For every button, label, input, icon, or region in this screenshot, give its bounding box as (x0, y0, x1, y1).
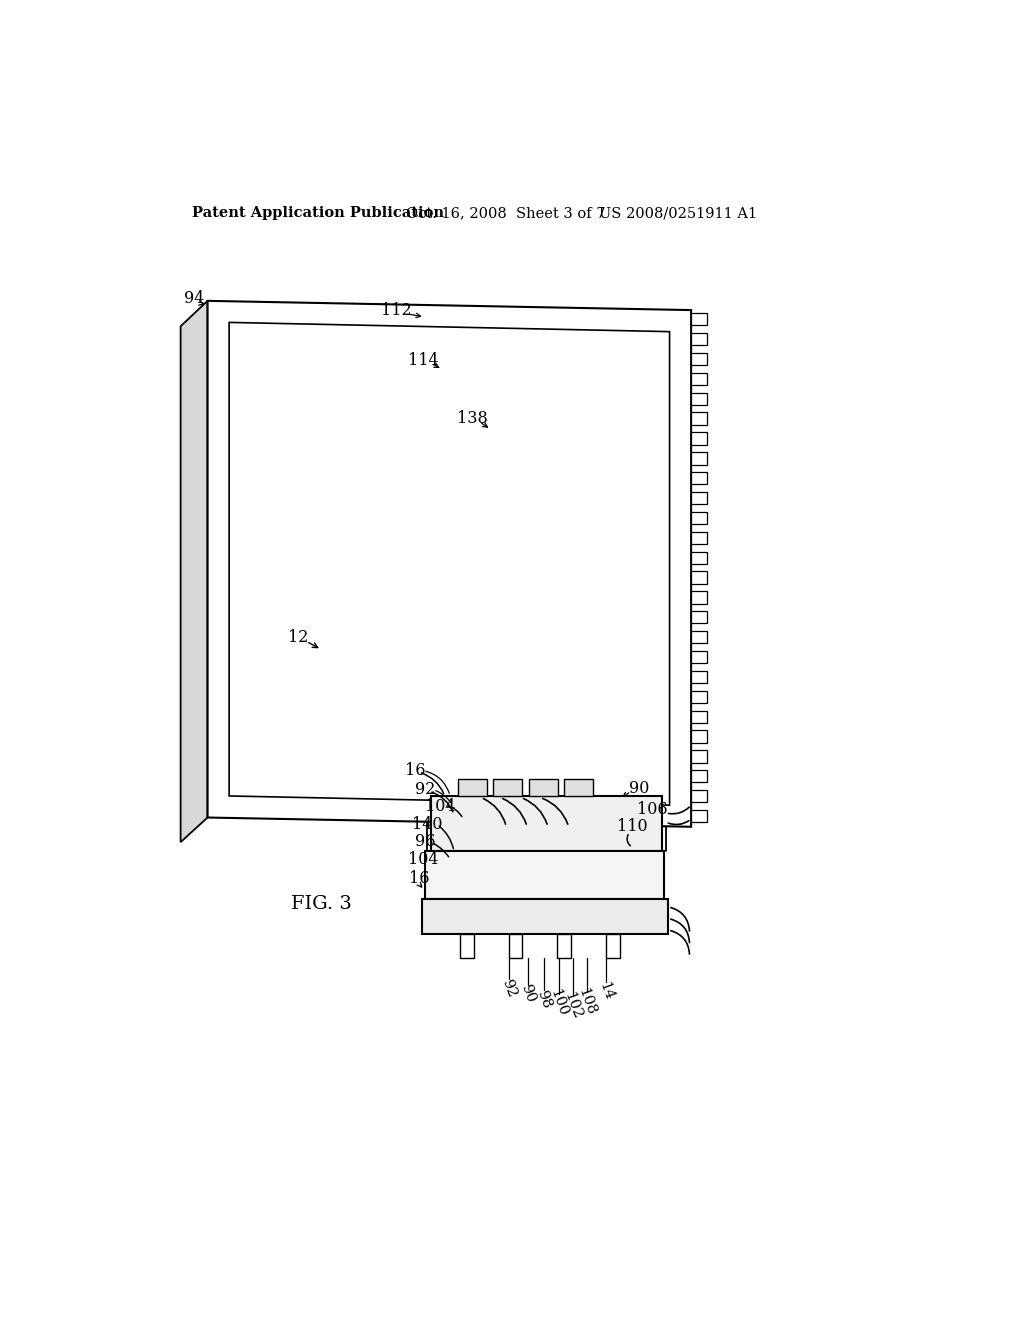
Text: US 2008/0251911 A1: US 2008/0251911 A1 (599, 206, 757, 220)
Text: 92: 92 (416, 781, 435, 799)
Text: 96: 96 (415, 833, 436, 850)
Bar (564, 779, 593, 796)
FancyArrowPatch shape (627, 834, 631, 846)
FancyArrowPatch shape (421, 774, 443, 793)
Bar (422, 899, 668, 933)
Polygon shape (691, 791, 707, 803)
Bar (460, 933, 474, 958)
Polygon shape (691, 730, 707, 743)
Text: 90: 90 (629, 780, 649, 797)
Polygon shape (691, 333, 707, 346)
Polygon shape (691, 313, 707, 326)
FancyArrowPatch shape (426, 771, 450, 793)
FancyArrowPatch shape (483, 799, 506, 824)
Text: 102: 102 (561, 990, 584, 1020)
Polygon shape (208, 301, 691, 826)
Polygon shape (691, 372, 707, 385)
Text: Oct. 16, 2008  Sheet 3 of 7: Oct. 16, 2008 Sheet 3 of 7 (407, 206, 606, 220)
Text: 90: 90 (518, 982, 538, 1005)
Bar (509, 933, 522, 958)
Polygon shape (691, 532, 707, 544)
Text: FIG. 3: FIG. 3 (291, 895, 352, 912)
Polygon shape (691, 611, 707, 623)
Polygon shape (691, 572, 707, 583)
Polygon shape (691, 352, 707, 366)
Text: 104: 104 (408, 850, 438, 867)
Bar (431, 796, 662, 851)
FancyArrowPatch shape (433, 843, 449, 857)
FancyArrowPatch shape (503, 799, 526, 824)
Polygon shape (180, 301, 208, 842)
Bar (425, 851, 665, 899)
Polygon shape (691, 392, 707, 405)
Polygon shape (691, 710, 707, 723)
FancyArrowPatch shape (669, 821, 689, 825)
Bar (605, 933, 620, 958)
Text: 12: 12 (288, 628, 308, 645)
Text: 108: 108 (575, 986, 598, 1016)
Bar (458, 779, 487, 796)
Text: 16: 16 (409, 870, 429, 887)
Text: 104: 104 (425, 799, 456, 816)
Polygon shape (691, 671, 707, 684)
FancyArrowPatch shape (439, 826, 454, 849)
Polygon shape (691, 591, 707, 603)
Text: 94: 94 (183, 290, 204, 308)
FancyArrowPatch shape (543, 799, 567, 824)
Polygon shape (691, 512, 707, 524)
Bar (528, 779, 558, 796)
Bar (494, 779, 522, 796)
Polygon shape (691, 651, 707, 663)
FancyArrowPatch shape (671, 931, 689, 954)
Polygon shape (691, 770, 707, 783)
Text: 106: 106 (637, 800, 668, 817)
Polygon shape (691, 492, 707, 504)
Text: 14: 14 (597, 981, 616, 1003)
FancyArrowPatch shape (671, 919, 689, 942)
Polygon shape (691, 433, 707, 445)
Text: 112: 112 (381, 302, 412, 319)
Text: Patent Application Publication: Patent Application Publication (193, 206, 444, 220)
FancyArrowPatch shape (669, 808, 689, 814)
Text: 138: 138 (457, 411, 487, 428)
Text: 110: 110 (617, 818, 648, 836)
FancyArrowPatch shape (523, 799, 547, 824)
FancyArrowPatch shape (432, 792, 453, 812)
Text: 140: 140 (412, 816, 442, 833)
FancyArrowPatch shape (671, 908, 689, 931)
Bar (557, 933, 571, 958)
FancyArrowPatch shape (447, 805, 462, 817)
Polygon shape (691, 453, 707, 465)
Polygon shape (691, 750, 707, 763)
Text: 98: 98 (535, 989, 554, 1010)
Polygon shape (691, 631, 707, 643)
Text: 100: 100 (548, 987, 570, 1019)
Polygon shape (691, 810, 707, 822)
Text: 16: 16 (406, 762, 426, 779)
Polygon shape (691, 552, 707, 564)
Polygon shape (691, 412, 707, 425)
FancyArrowPatch shape (436, 791, 451, 803)
Polygon shape (691, 690, 707, 704)
Polygon shape (691, 473, 707, 484)
Text: 114: 114 (408, 351, 438, 368)
Text: 92: 92 (500, 977, 519, 999)
